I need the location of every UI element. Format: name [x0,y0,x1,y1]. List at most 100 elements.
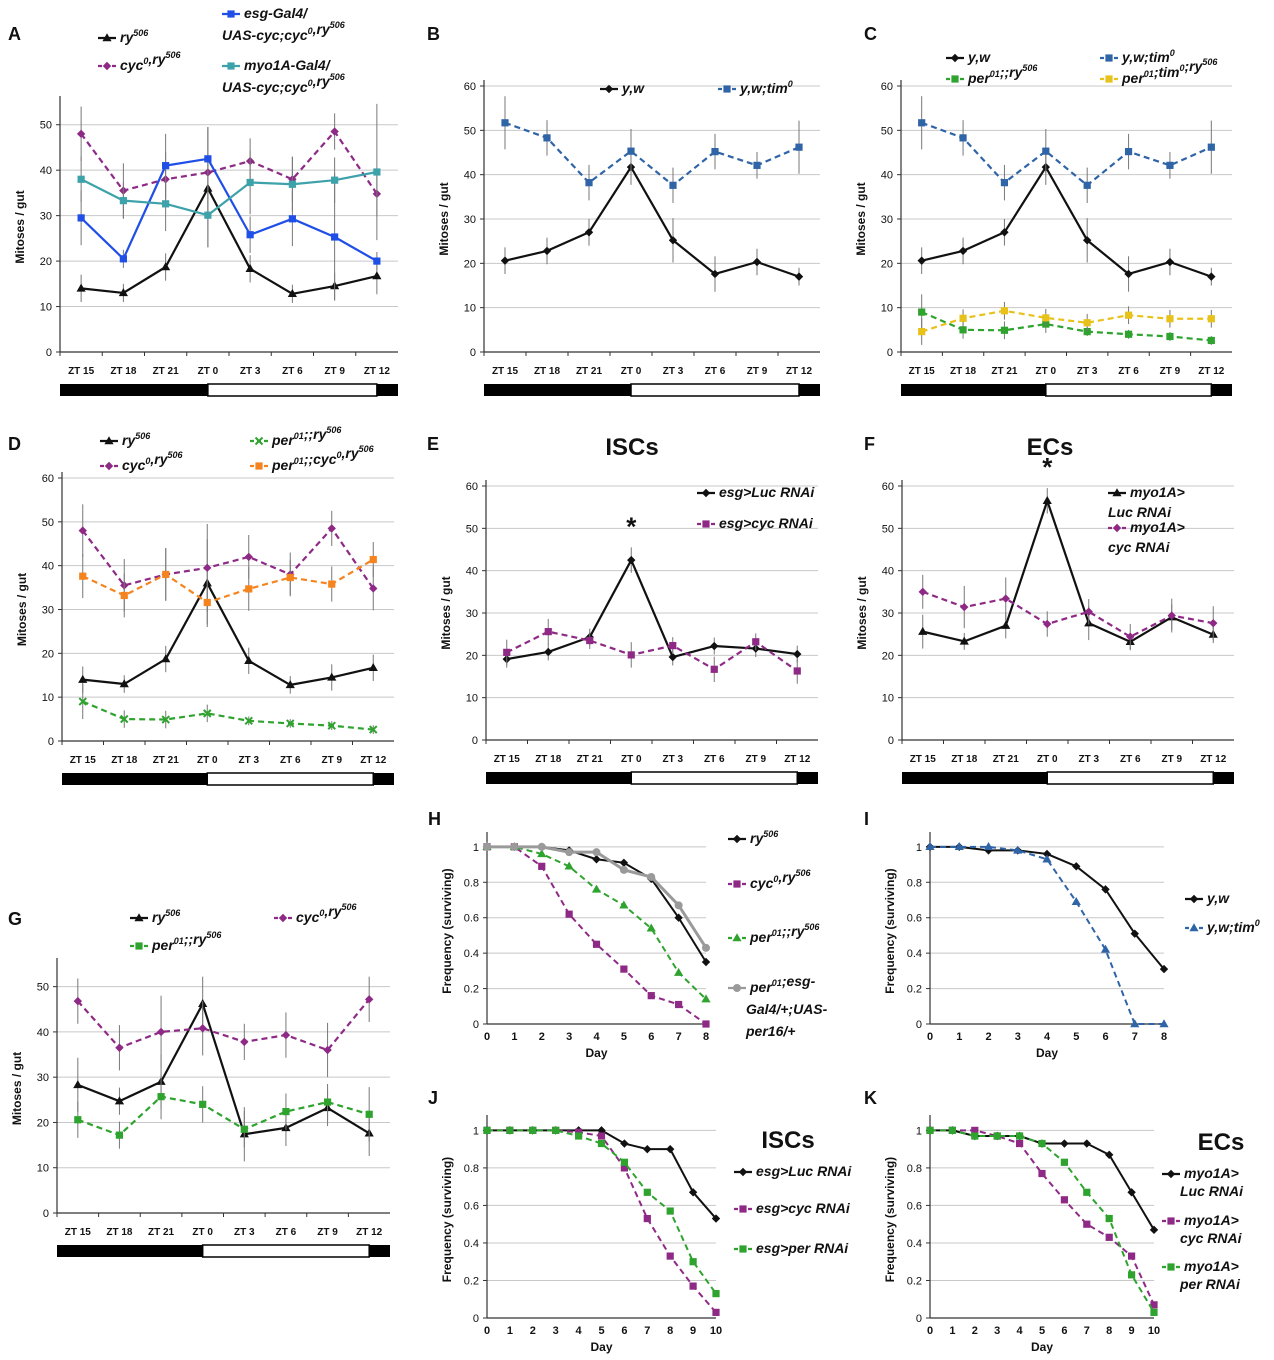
data-point [1150,1301,1158,1309]
legend-key-marker [950,53,960,63]
legend-text: ;ry [1185,58,1204,74]
significance-star: * [1042,452,1053,482]
legend-entry: myo1A> [1184,1212,1239,1228]
legend-superscript: 506 [168,450,184,460]
data-point [959,134,967,142]
data-point [372,271,382,280]
panel-letter: E [427,434,439,454]
data-point [752,638,760,646]
panel-letter: K [864,1088,877,1108]
y-tick-label: 50 [881,125,893,137]
x-tick-label: ZT 18 [111,755,138,766]
data-point [199,1100,207,1108]
data-point [1083,319,1091,327]
legend-text: cyc RNAi [1108,539,1171,555]
x-tick-label: 7 [1132,1031,1138,1043]
legend-key-marker [102,61,112,71]
series-esg-cyc-rnai [503,618,801,684]
x-tick-label: ZT 15 [909,366,936,377]
y-tick-label: 60 [464,81,476,93]
legend-entry: per01;;ry506 [271,425,342,448]
data-point [674,901,683,910]
legend-entry: myo1A> [1184,1165,1239,1181]
panel-letter: H [428,809,441,829]
series-line [487,1129,717,1314]
legend-text: y,w [621,80,645,96]
data-point [510,842,519,851]
legend-key-marker [1167,1217,1175,1225]
y-tick-label: 10 [37,1163,49,1175]
y-tick-label: 20 [466,650,478,662]
data-point [115,1131,124,1139]
data-point [373,168,381,176]
x-tick-label: 0 [484,1325,490,1337]
data-point [643,1214,651,1223]
series-esg-per-rnai [483,1126,720,1298]
y-tick-label: 0.6 [464,913,479,925]
legend-superscript: 0 [1170,48,1175,58]
x-tick-label: ZT 21 [153,366,180,377]
data-point [565,910,573,918]
legend-key-marker [254,436,264,446]
legend-superscript: 506 [166,50,182,60]
legend-entry: per16/+ [745,1023,795,1039]
legend-superscript: 0 [145,456,150,466]
legend-key-marker [702,520,710,528]
legend: esg>Luc RNAi esg>cyc RNAi [697,484,815,531]
legend-entry: cyc0,ry506 [122,450,184,473]
data-point [204,211,212,219]
x-tick-label: 2 [972,1325,978,1337]
x-tick-label: ZT 21 [577,754,604,765]
data-point [483,1126,491,1134]
legend-key-marker [733,880,741,888]
legend-superscript: 01 [772,978,782,988]
data-point [620,1164,628,1172]
legend: ry506cyc0,ry506per01;;ry506per01;;cyc0,r… [100,425,375,473]
legend-superscript: 0 [1255,918,1260,928]
y-tick-label: 40 [42,561,54,573]
data-point [240,1037,249,1047]
data-point [669,181,677,189]
x-tick-label: ZT 12 [356,1227,383,1238]
series-y-w [500,149,804,292]
x-tick-label: ZT 18 [110,366,137,377]
data-point [1084,607,1093,616]
y-tick-label: 20 [42,648,54,660]
series-per01-ry506 [74,1074,373,1149]
light-phase-bar [207,383,378,397]
legend-key-marker [733,984,741,992]
legend-superscript: 0 [773,874,778,884]
y-axis-label: Frequency (surviving) [883,1157,897,1282]
data-point [1130,929,1139,938]
series-line [77,1095,370,1137]
legend-entry: esg>Luc RNAi [719,484,815,500]
data-point [1082,236,1092,245]
x-tick-label: 6 [1102,1031,1108,1043]
x-tick-label: ZT 3 [663,366,684,377]
y-tick-label: 10 [40,302,52,314]
legend-key-marker [739,1205,747,1213]
legend-entry: per RNAi [1179,1276,1241,1292]
data-point [585,179,593,187]
legend-text: per [271,457,295,473]
data-point [119,197,127,205]
x-tick-label: ZT 9 [1160,366,1181,377]
data-point [198,1024,207,1033]
data-point [328,580,336,588]
legend-key-marker [732,933,742,942]
x-tick-label: 8 [1161,1031,1167,1043]
data-point [286,719,295,728]
x-tick-label: ZT 12 [360,755,387,766]
x-tick-label: ZT 3 [234,1227,255,1238]
data-point [161,654,171,663]
series-line [82,558,374,604]
legend-superscript: 0 [319,908,324,918]
data-point [114,1096,125,1105]
data-point [1105,1233,1113,1241]
data-point [119,255,127,263]
data-point [1124,269,1133,279]
legend-key-marker [723,85,731,93]
panel-letter: F [864,434,875,454]
data-point [162,162,170,170]
